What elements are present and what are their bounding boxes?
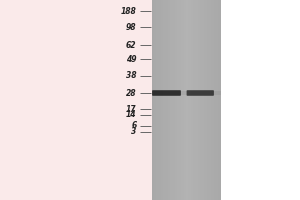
Bar: [154, 0, 156, 200]
Text: 62: 62: [126, 40, 136, 49]
Bar: [184, 0, 186, 200]
Text: 38: 38: [126, 72, 136, 80]
FancyBboxPatch shape: [152, 90, 181, 96]
Bar: [172, 0, 175, 200]
Bar: [165, 0, 168, 200]
Bar: [209, 0, 211, 200]
Bar: [156, 0, 158, 200]
Bar: [207, 0, 209, 200]
Text: 188: 188: [121, 6, 136, 16]
Bar: [158, 0, 161, 200]
Bar: [182, 0, 184, 200]
Text: 17: 17: [126, 105, 136, 114]
Bar: [197, 0, 200, 200]
Bar: [211, 0, 214, 200]
Bar: [193, 0, 195, 200]
Bar: [177, 0, 179, 200]
Bar: [204, 0, 207, 200]
Text: 3: 3: [131, 128, 136, 136]
Bar: [168, 0, 170, 200]
Bar: [190, 0, 193, 200]
Bar: [179, 0, 182, 200]
Bar: [152, 0, 154, 200]
FancyBboxPatch shape: [187, 90, 214, 96]
Bar: [214, 0, 216, 200]
Bar: [186, 0, 188, 200]
Bar: [152, 91, 220, 95]
Bar: [188, 0, 190, 200]
Text: 98: 98: [126, 22, 136, 31]
Bar: [216, 0, 218, 200]
Bar: [202, 0, 204, 200]
Text: 6: 6: [131, 121, 136, 130]
Bar: [170, 0, 172, 200]
Bar: [200, 0, 202, 200]
Bar: [163, 0, 165, 200]
Text: 49: 49: [126, 54, 136, 64]
Bar: [161, 0, 163, 200]
Bar: [218, 0, 220, 200]
Bar: [0, 0, 152, 200]
Text: 14: 14: [126, 110, 136, 119]
Bar: [175, 0, 177, 200]
Bar: [195, 0, 197, 200]
Text: 28: 28: [126, 88, 136, 98]
